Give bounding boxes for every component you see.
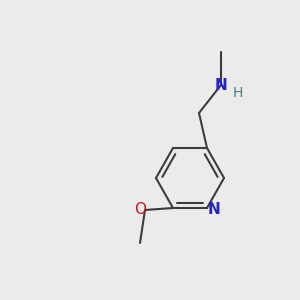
Text: H: H	[233, 86, 243, 100]
Text: N: N	[208, 202, 220, 217]
Text: N: N	[214, 77, 227, 92]
Text: O: O	[134, 202, 146, 217]
